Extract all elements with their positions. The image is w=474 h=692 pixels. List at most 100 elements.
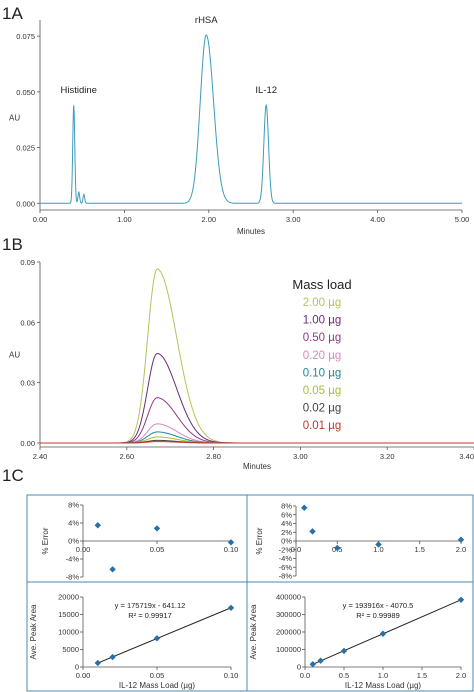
x-tick-label-1c: 0.0 <box>300 671 310 680</box>
peak-label-1a: IL-12 <box>255 85 277 96</box>
y-axis-title-1c: % Error <box>255 527 264 554</box>
y-tick-label-1c: 8% <box>68 501 79 510</box>
x-tick-label-1b: 3.00 <box>293 452 308 461</box>
regression-equation: y = 175719x - 641.12 <box>115 601 186 610</box>
panel-box-1c-right <box>246 494 474 692</box>
x-axis-title-1c: IL-12 Mass Load (µg) <box>119 681 196 690</box>
data-point-marker <box>375 541 382 548</box>
y-axis-title-1c: % Error <box>41 527 50 554</box>
chromatogram-trace-1b <box>40 268 474 444</box>
y-tick-label-1a: 0.050 <box>16 88 35 97</box>
x-tick-label-1c: 1.5 <box>415 545 425 554</box>
chromatogram-trace-1b <box>40 423 474 444</box>
regression-line <box>312 599 462 665</box>
x-tick-label-1a: 4.00 <box>370 215 385 224</box>
peak-label-1a: rHSA <box>195 15 218 26</box>
x-tick-label-1c: 1.5 <box>417 671 427 680</box>
chromatogram-trace-1a <box>40 34 462 204</box>
data-point-marker <box>153 525 161 532</box>
x-tick-label-1b: 2.60 <box>119 452 134 461</box>
y-tick-label-1c: -8% <box>66 573 80 582</box>
data-point-marker <box>227 604 235 612</box>
data-point-marker <box>309 528 316 535</box>
regression-line <box>97 607 232 664</box>
y-tick-label-1c: 8% <box>281 502 292 511</box>
data-point-marker <box>227 539 235 546</box>
x-tick-label-1c: 0.00 <box>76 671 91 680</box>
y-tick-label-1a: 0.000 <box>16 199 35 208</box>
x-tick-label-1c: 0.05 <box>150 671 165 680</box>
legend-item-1b: 0.02 µg <box>303 403 342 415</box>
x-tick-label-1c: 0.05 <box>150 545 165 554</box>
y-tick-label-1c: 6% <box>281 510 292 519</box>
data-point-marker <box>309 661 316 668</box>
data-point-marker <box>340 647 348 655</box>
y-tick-label-1a: 0.075 <box>16 32 35 41</box>
y-tick-label-1c: 15000 <box>58 610 79 619</box>
regression-r-squared: R² = 0.99917 <box>128 611 172 620</box>
x-tick-label-1c: 0.10 <box>224 545 239 554</box>
chromatogram-trace-1b <box>40 397 474 444</box>
y-tick-label-1b: 0.09 <box>20 258 35 267</box>
x-tick-label-1c: 2.0 <box>456 671 466 680</box>
data-point-marker <box>94 659 101 667</box>
x-tick-label-1c: 0.5 <box>339 671 349 680</box>
x-axis-title-1a: Minutes <box>237 227 265 236</box>
x-tick-label-1a: 3.00 <box>286 215 301 224</box>
y-tick-label-1c: 0% <box>281 537 292 546</box>
y-tick-label-1b: 0.06 <box>20 318 35 327</box>
y-axis-title-1a: AU <box>9 114 20 123</box>
x-tick-label-1b: 3.40 <box>459 452 474 461</box>
x-tick-label-1b: 2.40 <box>33 452 48 461</box>
y-tick-label-1c: 0 <box>297 663 301 672</box>
data-point-marker <box>301 504 308 511</box>
y-tick-label-1b: 0.00 <box>20 439 35 448</box>
chromatogram-trace-1b <box>40 436 474 444</box>
y-tick-label-1c: 4% <box>68 519 79 528</box>
legend-item-1b: 0.05 µg <box>303 385 342 397</box>
x-tick-label-1a: 2.00 <box>201 215 216 224</box>
legend-item-1b: 0.01 µg <box>303 420 342 432</box>
legend-item-1b: 0.20 µg <box>303 350 342 362</box>
x-tick-label-1c: 0.10 <box>224 671 239 680</box>
data-point-marker <box>457 536 465 543</box>
x-tick-label-1c: 1.0 <box>373 545 383 554</box>
y-tick-label-1c: 0 <box>75 663 79 672</box>
y-tick-label-1c: 400000 <box>276 593 301 602</box>
y-axis-title-1c: Ave. Peak Area <box>249 604 258 660</box>
y-axis-title-1b: AU <box>9 351 20 360</box>
x-axis-title-1b: Minutes <box>243 462 271 471</box>
legend-title-1b: Mass load <box>292 277 351 292</box>
y-tick-label-1c: 2% <box>281 528 292 537</box>
y-tick-label-1c: 200000 <box>276 628 301 637</box>
legend-item-1b: 2.00 µg <box>303 297 342 309</box>
x-tick-label-1c: 2.0 <box>456 545 466 554</box>
x-tick-label-1a: 1.00 <box>117 215 132 224</box>
legend-item-1b: 1.00 µg <box>303 315 342 327</box>
regression-r-squared: R² = 0.99989 <box>356 611 400 620</box>
data-point-marker <box>379 630 387 637</box>
regression-equation: y = 193916x - 4070.5 <box>343 601 414 610</box>
peak-label-1a: Histidine <box>61 85 97 96</box>
x-tick-label-1c: 0.00 <box>76 545 91 554</box>
panel-label-1b: 1B <box>2 235 23 254</box>
x-tick-label-1b: 2.80 <box>206 452 221 461</box>
chromatogram-trace-1b <box>40 431 474 444</box>
y-tick-label-1c: -8% <box>279 572 293 581</box>
y-tick-label-1c: -4% <box>279 554 293 563</box>
y-tick-label-1c: -6% <box>279 563 293 572</box>
y-tick-label-1c: -2% <box>279 545 293 554</box>
legend-item-1b: 0.50 µg <box>303 332 342 344</box>
y-tick-label-1c: 300000 <box>276 610 301 619</box>
x-tick-label-1c: 0.0 <box>291 545 301 554</box>
data-point-marker <box>109 653 116 661</box>
y-axis-title-1c: Ave. Peak Area <box>29 604 38 660</box>
x-tick-label-1c: 1.0 <box>378 671 388 680</box>
x-tick-label-1a: 0.00 <box>33 215 48 224</box>
data-point-marker <box>153 635 161 642</box>
y-tick-label-1c: 20000 <box>58 593 79 602</box>
chromatogram-trace-1b <box>40 352 474 444</box>
y-tick-label-1c: 5000 <box>62 645 79 654</box>
data-point-marker <box>94 522 101 529</box>
